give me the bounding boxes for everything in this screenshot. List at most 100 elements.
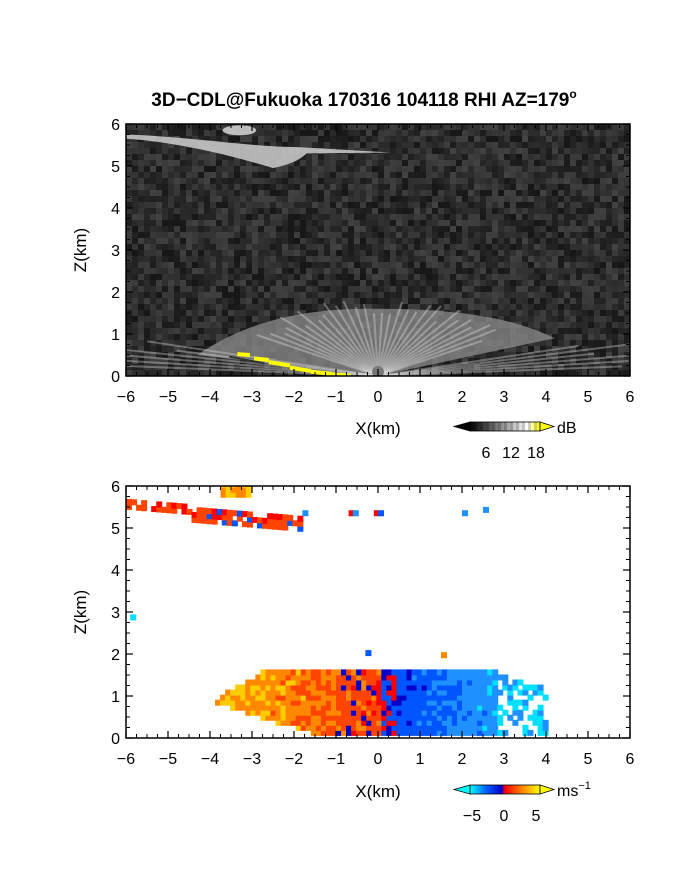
reflectivity-noise-cell: [456, 208, 462, 214]
reflectivity-noise-cell: [342, 286, 348, 292]
reflectivity-noise-cell: [192, 190, 198, 196]
reflectivity-noise-cell: [276, 136, 282, 142]
velocity-low-level-pixel: [482, 679, 489, 686]
reflectivity-noise-cell: [174, 322, 180, 328]
velocity-low-level-pixel: [401, 674, 408, 681]
reflectivity-noise-cell: [138, 190, 144, 196]
reflectivity-noise-cell: [546, 280, 552, 286]
velocity-low-level-pixel: [351, 674, 358, 681]
velocity-low-level-pixel: [386, 699, 393, 706]
reflectivity-noise-cell: [144, 220, 150, 226]
reflectivity-noise-cell: [426, 232, 432, 238]
reflectivity-noise-cell: [276, 274, 282, 280]
reflectivity-noise-cell: [228, 160, 234, 166]
reflectivity-noise-cell: [234, 226, 240, 232]
reflectivity-noise-cell: [306, 154, 312, 160]
reflectivity-noise-cell: [210, 178, 216, 184]
velocity-low-level-pixel: [315, 709, 322, 716]
reflectivity-noise-cell: [126, 262, 132, 268]
reflectivity-noise-cell: [330, 250, 336, 256]
reflectivity-noise-cell: [174, 166, 180, 172]
reflectivity-noise-cell: [168, 310, 174, 316]
reflectivity-noise-cell: [312, 292, 318, 298]
reflectivity-noise-cell: [444, 202, 450, 208]
reflectivity-noise-cell: [162, 280, 168, 286]
velocity-low-level-pixel: [381, 729, 388, 736]
reflectivity-noise-cell: [486, 310, 492, 316]
reflectivity-noise-cell: [342, 190, 348, 196]
reflectivity-noise-cell: [540, 130, 546, 136]
reflectivity-noise-cell: [306, 238, 312, 244]
reflectivity-noise-cell: [528, 166, 534, 172]
reflectivity-noise-cell: [486, 244, 492, 250]
reflectivity-noise-cell: [366, 268, 372, 274]
reflectivity-noise-cell: [276, 364, 282, 370]
velocity-low-level-pixel: [477, 699, 484, 706]
reflectivity-noise-cell: [192, 148, 198, 154]
velocity-low-level-pixel: [492, 679, 499, 686]
reflectivity-noise-cell: [126, 136, 132, 142]
reflectivity-noise-cell: [144, 304, 150, 310]
velocity-low-level-pixel: [341, 689, 348, 696]
velocity-low-level-pixel: [371, 684, 378, 691]
reflectivity-noise-cell: [546, 232, 552, 238]
reflectivity-noise-cell: [468, 196, 474, 202]
reflectivity-noise-cell: [468, 256, 474, 262]
reflectivity-noise-cell: [162, 304, 168, 310]
velocity-low-level-pixel: [456, 669, 463, 676]
reflectivity-noise-cell: [366, 142, 372, 148]
reflectivity-noise-cell: [504, 280, 510, 286]
velocity-low-level-pixel: [502, 709, 509, 716]
velocity-low-level-pixel: [492, 724, 499, 731]
reflectivity-noise-cell: [228, 298, 234, 304]
velocity-low-level-pixel: [280, 674, 287, 681]
reflectivity-noise-cell: [534, 196, 540, 202]
reflectivity-noise-cell: [168, 238, 174, 244]
reflectivity-noise-cell: [516, 178, 522, 184]
reflectivity-noise-cell: [228, 328, 234, 334]
reflectivity-noise-cell: [624, 292, 630, 298]
velocity-y-tick-label: 6: [111, 479, 120, 496]
reflectivity-noise-cell: [546, 238, 552, 244]
reflectivity-noise-cell: [294, 220, 300, 226]
reflectivity-noise-cell: [258, 238, 264, 244]
reflectivity-noise-cell: [504, 154, 510, 160]
reflectivity-noise-cell: [348, 178, 354, 184]
reflectivity-noise-cell: [150, 322, 156, 328]
velocity-low-level-pixel: [361, 699, 368, 706]
reflectivity-noise-cell: [432, 238, 438, 244]
velocity-low-level-pixel: [477, 719, 484, 726]
velocity-low-level-pixel: [401, 684, 408, 691]
reflectivity-noise-cell: [162, 322, 168, 328]
reflectivity-noise-cell: [138, 154, 144, 160]
reflectivity-noise-cell: [366, 130, 372, 136]
velocity-low-level-pixel: [381, 674, 388, 681]
reflectivity-noise-cell: [588, 328, 594, 334]
reflectivity-noise-cell: [366, 262, 372, 268]
reflectivity-noise-cell: [126, 280, 132, 286]
reflectivity-noise-cell: [234, 184, 240, 190]
reflectivity-noise-cell: [294, 178, 300, 184]
reflectivity-noise-cell: [540, 370, 546, 376]
reflectivity-upper-layer: [126, 134, 391, 169]
reflectivity-noise-cell: [360, 136, 366, 142]
velocity-low-level-pixel: [300, 709, 307, 716]
reflectivity-noise-cell: [570, 136, 576, 142]
reflectivity-noise-cell: [294, 232, 300, 238]
reflectivity-noise-cell: [204, 178, 210, 184]
velocity-low-level-pixel: [280, 704, 287, 711]
reflectivity-noise-cell: [282, 268, 288, 274]
velocity-low-level-pixel: [295, 684, 302, 691]
reflectivity-noise-cell: [408, 226, 414, 232]
reflectivity-noise-cell: [420, 124, 426, 130]
reflectivity-noise-cell: [492, 208, 498, 214]
reflectivity-noise-cell: [360, 232, 366, 238]
reflectivity-noise-cell: [426, 244, 432, 250]
velocity-low-level-pixel: [250, 699, 257, 706]
velocity-low-level-pixel: [341, 694, 348, 701]
reflectivity-noise-cell: [384, 196, 390, 202]
velocity-low-level-pixel: [376, 709, 383, 716]
reflectivity-noise-cell: [528, 124, 534, 130]
reflectivity-noise-cell: [618, 346, 624, 352]
reflectivity-noise-cell: [222, 274, 228, 280]
